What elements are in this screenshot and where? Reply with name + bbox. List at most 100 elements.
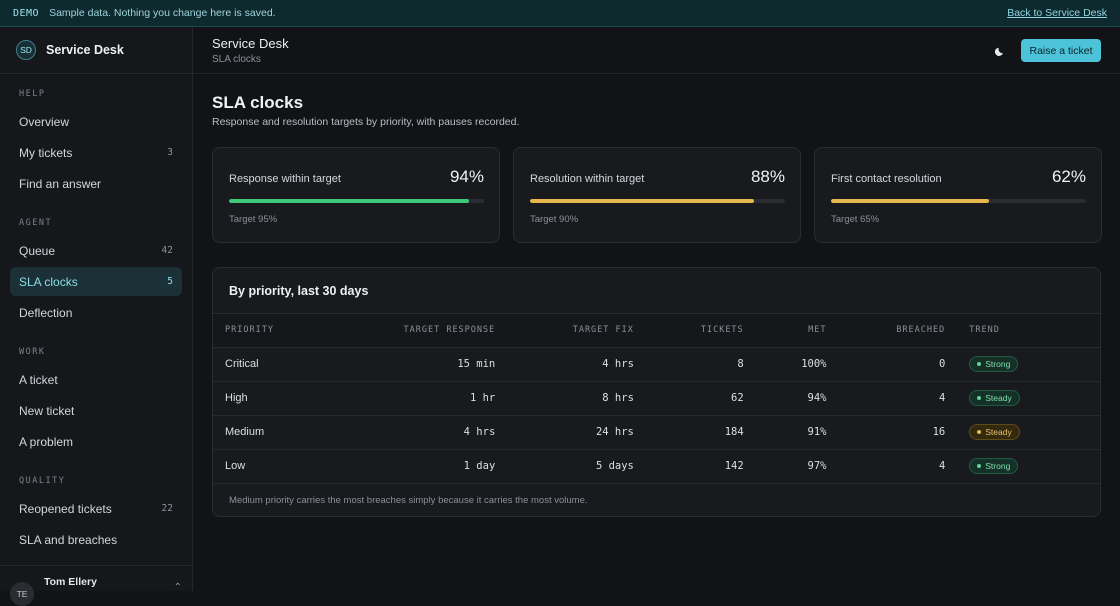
trend-label: Strong bbox=[985, 359, 1011, 369]
sidebar-item-overview[interactable]: Overview bbox=[10, 107, 182, 136]
column-header-breached: BREACHED bbox=[838, 314, 958, 348]
sidebar-item-label: A ticket bbox=[19, 372, 58, 387]
sidebar-nav: HELP Overview My tickets 3 Find an answer AGE… bbox=[0, 74, 192, 554]
table-title: By priority, last 30 days bbox=[213, 268, 1100, 314]
sidebar-item-label: SLA and breaches bbox=[19, 532, 118, 547]
sidebar-item-count: 5 bbox=[167, 276, 173, 287]
cell-met: 100% bbox=[755, 347, 839, 382]
cell-target-response: 1 day bbox=[362, 449, 508, 484]
main-content: SLA clocks Response and resolution targe… bbox=[193, 74, 1120, 591]
cell-met: 97% bbox=[755, 449, 839, 484]
nav-section-quality: QUALITY Reopened tickets 22 SLA and breache… bbox=[0, 474, 192, 554]
sidebar-item-label: My tickets bbox=[19, 145, 73, 160]
avatar: TE bbox=[10, 582, 34, 606]
cell-tickets: 184 bbox=[645, 415, 756, 450]
sidebar-item-sla-clocks[interactable]: SLA clocks 5 bbox=[10, 267, 182, 296]
table-row[interactable]: Critical 15 min 4 hrs 8 100% 0 Strong bbox=[213, 347, 1100, 382]
back-to-service-desk-link[interactable]: Back to Service Desk bbox=[1007, 7, 1107, 19]
cell-target-fix: 5 days bbox=[507, 449, 646, 484]
metric-target: Target 90% bbox=[530, 214, 579, 225]
metric-target: Target 95% bbox=[229, 214, 278, 225]
moon-icon[interactable] bbox=[991, 42, 1009, 60]
cell-target-fix: 8 hrs bbox=[507, 381, 646, 416]
sidebar-item-queue[interactable]: Queue 42 bbox=[10, 236, 182, 265]
metric-progress-fill bbox=[530, 199, 755, 203]
trend-label: Steady bbox=[985, 393, 1012, 403]
nav-section-label: WORK bbox=[19, 347, 46, 357]
cell-breached: 4 bbox=[838, 381, 958, 416]
sidebar-item-new-ticket[interactable]: New ticket bbox=[10, 396, 182, 425]
column-header-target-fix: TARGET FIX bbox=[507, 314, 646, 348]
sidebar-item-count: 3 bbox=[167, 147, 173, 158]
nav-section-label: QUALITY bbox=[19, 476, 66, 486]
status-dot-icon bbox=[977, 396, 982, 400]
metric-value: 62% bbox=[1051, 167, 1086, 186]
nav-section-label: AGENT bbox=[19, 218, 53, 228]
cell-priority: High bbox=[213, 381, 363, 416]
sidebar-item-find-an-answer[interactable]: Find an answer bbox=[10, 169, 182, 198]
sidebar-item-count: 42 bbox=[161, 245, 173, 256]
user-menu[interactable]: TE Tom Ellery ⌃ bbox=[0, 565, 192, 606]
cell-trend: Steady bbox=[957, 415, 1100, 450]
table-row[interactable]: Low 1 day 5 days 142 97% 4 Strong bbox=[213, 449, 1100, 484]
cell-target-response: 1 hr bbox=[362, 381, 508, 416]
trend-badge: Steady bbox=[969, 424, 1020, 440]
metric-card: Resolution within target 88% Target 90% bbox=[513, 147, 801, 243]
sidebar-item-count: 22 bbox=[161, 503, 173, 514]
sidebar-item-a-ticket[interactable]: A ticket bbox=[10, 365, 182, 394]
trend-label: Steady bbox=[985, 427, 1012, 437]
sidebar-item-label: Reopened tickets bbox=[19, 501, 112, 516]
cell-met: 94% bbox=[755, 381, 839, 416]
cell-target-response: 4 hrs bbox=[362, 415, 508, 450]
sidebar: SD Service Desk HELP Overview My tickets 3 F… bbox=[0, 27, 193, 606]
table-body: Critical 15 min 4 hrs 8 100% 0 Strong High 1 hr 8… bbox=[213, 347, 1100, 484]
sidebar-item-a-problem[interactable]: A problem bbox=[10, 427, 182, 456]
metric-value: 94% bbox=[449, 167, 484, 186]
demo-message: Sample data. Nothing you change here is … bbox=[49, 7, 276, 19]
status-dot-icon bbox=[977, 362, 982, 366]
cell-tickets: 8 bbox=[645, 347, 756, 382]
nav-section-label: HELP bbox=[19, 89, 46, 99]
sidebar-item-label: New ticket bbox=[19, 403, 75, 418]
status-dot-icon bbox=[977, 430, 982, 434]
topbar-title: Service Desk bbox=[212, 36, 289, 51]
nav-section-work: WORK A ticket New ticket A problem bbox=[0, 345, 192, 456]
column-header-priority: PRIORITY bbox=[213, 314, 363, 348]
brand[interactable]: SD Service Desk bbox=[0, 27, 192, 74]
cell-trend: Steady bbox=[957, 381, 1100, 416]
priority-table: PRIORITY TARGET RESPONSE TARGET FIX TICKETS… bbox=[213, 314, 1100, 484]
metric-label: First contact resolution bbox=[831, 173, 942, 185]
sidebar-item-deflection[interactable]: Deflection bbox=[10, 298, 182, 327]
metric-progress-fill bbox=[831, 199, 990, 203]
table-row[interactable]: High 1 hr 8 hrs 62 94% 4 Steady bbox=[213, 381, 1100, 416]
sidebar-item-label: Overview bbox=[19, 114, 70, 129]
sidebar-item-reopened-tickets[interactable]: Reopened tickets 22 bbox=[10, 494, 182, 523]
cell-tickets: 142 bbox=[645, 449, 756, 484]
cell-priority: Medium bbox=[213, 415, 363, 450]
table-row[interactable]: Medium 4 hrs 24 hrs 184 91% 16 Steady bbox=[213, 415, 1100, 450]
sidebar-item-sla-and-breaches[interactable]: SLA and breaches bbox=[10, 525, 182, 554]
raise-ticket-button[interactable]: Raise a ticket bbox=[1021, 39, 1101, 62]
cell-target-fix: 4 hrs bbox=[507, 347, 646, 382]
cell-trend: Strong bbox=[957, 347, 1100, 382]
table-header-row: PRIORITY TARGET RESPONSE TARGET FIX TICKETS… bbox=[213, 314, 1100, 348]
topbar: Service Desk SLA clocks Raise a ticket bbox=[193, 27, 1120, 74]
status-dot-icon bbox=[977, 464, 982, 468]
metric-card: First contact resolution 62% Target 65% bbox=[814, 147, 1102, 243]
metric-target: Target 65% bbox=[831, 214, 880, 225]
sidebar-item-label: Queue bbox=[19, 243, 56, 258]
column-header-met: MET bbox=[755, 314, 839, 348]
column-header-trend: TREND bbox=[957, 314, 1100, 348]
cell-breached: 4 bbox=[838, 449, 958, 484]
trend-label: Strong bbox=[985, 461, 1011, 471]
chevron-up-down-icon: ⌃ bbox=[173, 582, 182, 593]
metric-progress-bar bbox=[229, 199, 484, 203]
cell-met: 91% bbox=[755, 415, 839, 450]
metric-progress-fill bbox=[229, 199, 469, 203]
metric-card: Response within target 94% Target 95% bbox=[212, 147, 500, 243]
priority-table-card: By priority, last 30 days PRIORITY TARGET… bbox=[212, 267, 1101, 517]
metric-label: Resolution within target bbox=[530, 173, 645, 185]
trend-badge: Steady bbox=[969, 390, 1020, 406]
sidebar-item-my-tickets[interactable]: My tickets 3 bbox=[10, 138, 182, 167]
sidebar-item-label: Deflection bbox=[19, 305, 73, 320]
